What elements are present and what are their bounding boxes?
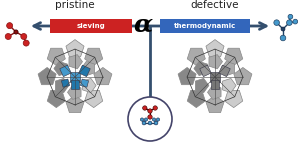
Polygon shape bbox=[55, 78, 69, 93]
Circle shape bbox=[140, 118, 144, 121]
Text: α: α bbox=[134, 12, 153, 36]
Polygon shape bbox=[210, 72, 220, 82]
Polygon shape bbox=[178, 67, 196, 85]
Polygon shape bbox=[60, 65, 71, 77]
Circle shape bbox=[154, 121, 158, 125]
FancyBboxPatch shape bbox=[50, 19, 132, 33]
Circle shape bbox=[156, 118, 160, 121]
Polygon shape bbox=[61, 79, 70, 87]
Circle shape bbox=[148, 121, 152, 125]
Circle shape bbox=[148, 109, 152, 113]
Polygon shape bbox=[66, 95, 84, 113]
Circle shape bbox=[5, 34, 11, 40]
Polygon shape bbox=[70, 72, 80, 82]
Polygon shape bbox=[71, 80, 79, 89]
Circle shape bbox=[286, 20, 292, 25]
Circle shape bbox=[142, 106, 147, 110]
Polygon shape bbox=[47, 48, 65, 65]
Polygon shape bbox=[206, 95, 224, 113]
Polygon shape bbox=[234, 67, 252, 85]
Polygon shape bbox=[223, 78, 236, 93]
Circle shape bbox=[14, 30, 18, 34]
Circle shape bbox=[153, 106, 158, 110]
Polygon shape bbox=[69, 55, 82, 69]
Polygon shape bbox=[79, 65, 90, 77]
Polygon shape bbox=[85, 90, 103, 108]
FancyBboxPatch shape bbox=[160, 19, 250, 33]
Circle shape bbox=[144, 118, 148, 121]
Circle shape bbox=[280, 35, 286, 41]
Polygon shape bbox=[38, 67, 56, 85]
Polygon shape bbox=[94, 67, 112, 85]
Circle shape bbox=[7, 23, 13, 29]
Text: defective: defective bbox=[191, 0, 239, 10]
Polygon shape bbox=[187, 90, 206, 108]
Circle shape bbox=[293, 19, 298, 24]
Polygon shape bbox=[209, 55, 223, 69]
Circle shape bbox=[152, 118, 156, 121]
Polygon shape bbox=[82, 78, 96, 93]
Polygon shape bbox=[85, 48, 103, 65]
Circle shape bbox=[148, 115, 152, 119]
Polygon shape bbox=[54, 61, 68, 76]
Polygon shape bbox=[80, 79, 88, 87]
Polygon shape bbox=[225, 90, 243, 108]
Polygon shape bbox=[187, 48, 206, 65]
Circle shape bbox=[274, 20, 279, 25]
Circle shape bbox=[281, 27, 285, 31]
Circle shape bbox=[142, 121, 146, 125]
Polygon shape bbox=[225, 48, 243, 65]
Circle shape bbox=[288, 14, 293, 19]
Polygon shape bbox=[194, 61, 208, 76]
Polygon shape bbox=[208, 85, 221, 99]
Polygon shape bbox=[221, 61, 235, 76]
Polygon shape bbox=[219, 65, 230, 77]
Polygon shape bbox=[68, 85, 81, 99]
Polygon shape bbox=[211, 80, 219, 89]
Polygon shape bbox=[195, 78, 209, 93]
Text: sieving: sieving bbox=[76, 23, 105, 29]
Circle shape bbox=[21, 34, 27, 40]
Circle shape bbox=[128, 97, 172, 141]
Polygon shape bbox=[206, 40, 224, 57]
Text: thermodynamic: thermodynamic bbox=[174, 23, 236, 29]
Text: pristine: pristine bbox=[55, 0, 95, 10]
Circle shape bbox=[23, 40, 29, 46]
Polygon shape bbox=[81, 61, 95, 76]
Polygon shape bbox=[66, 40, 84, 57]
Polygon shape bbox=[47, 90, 65, 108]
Polygon shape bbox=[200, 65, 211, 77]
